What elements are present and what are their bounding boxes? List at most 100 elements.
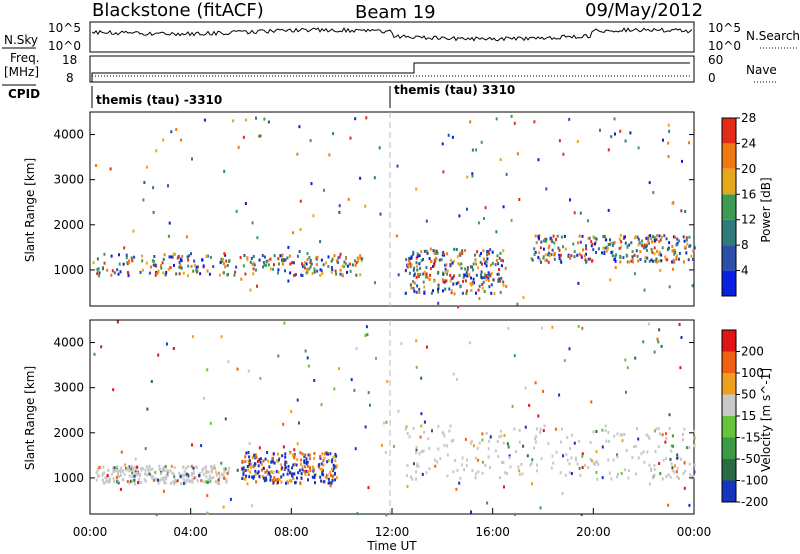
echo-cell xyxy=(412,268,415,272)
echo-cell xyxy=(187,264,190,268)
echo-cell xyxy=(436,251,439,255)
echo-cell xyxy=(480,262,483,266)
echo-cell xyxy=(449,274,452,277)
echo-cell xyxy=(545,237,548,241)
echo-cell xyxy=(646,256,649,260)
echo-cell xyxy=(567,255,570,258)
echo-cell xyxy=(105,479,108,483)
echo-cell xyxy=(163,253,166,257)
echo-cell xyxy=(277,268,280,272)
echo-cell xyxy=(534,440,537,444)
echo-cell xyxy=(626,245,629,249)
echo-cell xyxy=(319,268,322,272)
echo-cell xyxy=(581,454,584,458)
echo-cell xyxy=(604,238,607,242)
echo-cell xyxy=(296,458,299,462)
echo-cell xyxy=(210,476,213,480)
echo-cell xyxy=(217,480,220,484)
echo-cell xyxy=(324,475,327,479)
echo-cell xyxy=(122,469,124,473)
echo-cell xyxy=(641,244,644,248)
echo-cell xyxy=(214,480,217,484)
echo-cell xyxy=(192,470,195,474)
echo-cell xyxy=(128,481,131,485)
echo-cell xyxy=(573,211,576,215)
echo-cell xyxy=(540,260,542,264)
echo-cell xyxy=(544,253,547,257)
echo-cell xyxy=(327,481,330,485)
echo-cell xyxy=(335,464,338,468)
echo-cell xyxy=(626,254,629,258)
echo-cell xyxy=(267,259,270,262)
echo-cell xyxy=(665,457,668,461)
echo-cell xyxy=(321,452,324,456)
echo-cell xyxy=(595,251,597,254)
echo-cell xyxy=(562,454,564,458)
echo-cell xyxy=(582,248,585,252)
echo-cell xyxy=(273,476,276,480)
echo-cell xyxy=(284,455,287,459)
echo-cell xyxy=(599,128,601,132)
echo-cell xyxy=(685,238,688,242)
echo-cell xyxy=(259,134,262,138)
echo-cell xyxy=(167,267,170,271)
echo-cell xyxy=(309,261,312,265)
echo-cell xyxy=(469,441,472,445)
echo-cell xyxy=(205,465,208,469)
echo-cell xyxy=(258,446,261,450)
echo-cell xyxy=(423,270,426,274)
echo-cell xyxy=(601,428,604,432)
echo-cell xyxy=(150,265,152,269)
echo-cell xyxy=(555,450,558,454)
echo-cell xyxy=(428,467,431,471)
echo-cell xyxy=(291,261,294,264)
echo-cell xyxy=(578,466,581,470)
freq-unit: [MHz] xyxy=(4,65,39,79)
echo-cell xyxy=(226,264,229,267)
echo-cell xyxy=(278,478,281,482)
echo-cell xyxy=(516,302,519,306)
echo-cell xyxy=(202,473,205,476)
echo-cell xyxy=(206,511,209,515)
echo-cell xyxy=(119,467,122,471)
echo-cell xyxy=(223,476,226,480)
echo-cell xyxy=(188,480,191,483)
echo-cell xyxy=(524,425,527,429)
echo-cell xyxy=(182,481,185,485)
echo-cell xyxy=(549,236,552,240)
echo-cell xyxy=(396,164,399,168)
echo-cell xyxy=(204,480,207,484)
echo-cell xyxy=(491,250,494,254)
echo-cell xyxy=(112,466,115,470)
echo-cell xyxy=(406,485,409,488)
echo-cell xyxy=(578,439,581,443)
echo-cell xyxy=(195,265,198,269)
echo-cell xyxy=(611,244,614,247)
echo-cell xyxy=(667,503,670,507)
echo-cell xyxy=(180,475,183,479)
echo-cell xyxy=(422,449,425,453)
echo-cell xyxy=(120,450,123,454)
echo-cell xyxy=(152,260,155,263)
freq-panel-frame xyxy=(89,55,695,83)
echo-cell xyxy=(127,466,130,470)
echo-cell xyxy=(684,210,687,213)
echo-cell xyxy=(326,452,328,456)
echo-cell xyxy=(458,481,461,485)
echo-cell xyxy=(330,481,333,485)
echo-cell xyxy=(663,234,666,238)
echo-cell xyxy=(316,255,319,259)
echo-cell xyxy=(433,279,436,283)
echo-cell xyxy=(682,260,685,264)
echo-cell xyxy=(477,288,480,292)
echo-cell xyxy=(199,473,202,477)
echo-cell xyxy=(320,269,323,273)
echo-cell xyxy=(266,451,269,454)
colorbar-segment xyxy=(722,219,736,246)
echo-cell xyxy=(143,478,146,482)
echo-cell xyxy=(634,356,637,360)
echo-cell xyxy=(557,246,560,250)
echo-cell xyxy=(325,261,328,265)
echo-cell xyxy=(293,472,295,476)
echo-cell xyxy=(281,258,283,262)
